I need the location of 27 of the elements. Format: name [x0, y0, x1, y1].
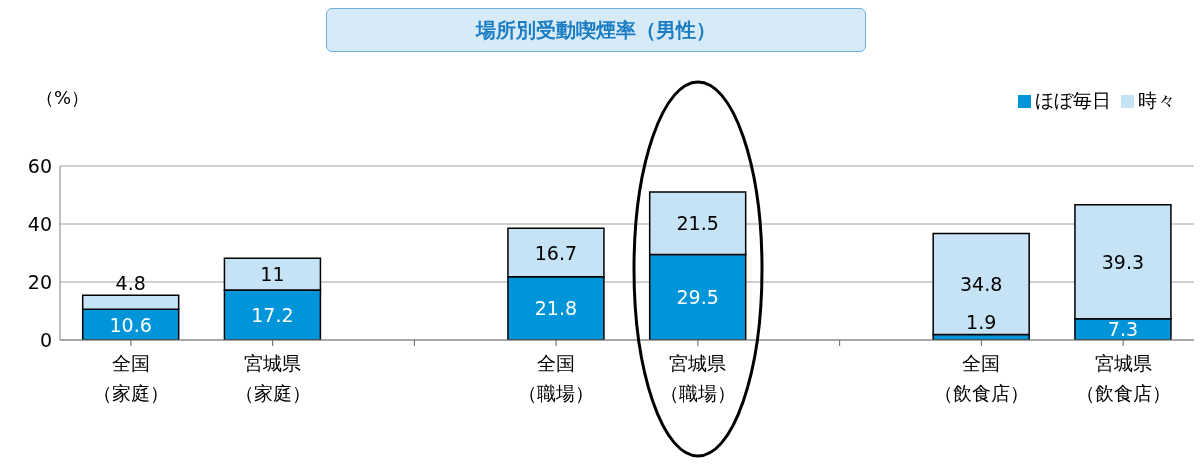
chart-title: 場所別受動喫煙率（男性） [326, 8, 866, 52]
x-tick-label: 宮城県（家庭） [234, 352, 311, 404]
legend-label: 時々 [1138, 89, 1176, 111]
data-label: 10.6 [109, 313, 152, 336]
data-label: 34.8 [960, 273, 1003, 296]
y-tick-label: 20 [27, 270, 52, 293]
data-label: 21.5 [676, 212, 719, 235]
data-label: 7.3 [1107, 318, 1139, 341]
y-tick-label: 0 [39, 328, 52, 351]
data-label: 11 [260, 263, 285, 286]
x-tick-label: 全国（家庭） [92, 352, 169, 404]
data-label: 17.2 [251, 304, 294, 327]
x-tick-label: 全国（飲食店） [933, 352, 1029, 404]
data-label: 29.5 [676, 286, 719, 309]
x-tick-label: 宮城県（飲食店） [1075, 352, 1171, 404]
data-label: 21.8 [534, 297, 578, 320]
data-label: 4.8 [115, 272, 146, 295]
y-axis-title: （%） [36, 86, 90, 110]
data-label: 39.3 [1101, 250, 1145, 273]
x-tick-label: 宮城県（職場） [659, 352, 736, 404]
bar [932, 232, 1030, 336]
data-label: 1.9 [966, 311, 997, 334]
y-tick-label: 40 [27, 212, 52, 235]
legend-label: ほぼ毎日 [1035, 89, 1111, 111]
x-tick-label: 全国（職場） [518, 352, 595, 404]
data-label: 16.7 [534, 241, 578, 264]
y-tick-label: 60 [27, 154, 52, 177]
